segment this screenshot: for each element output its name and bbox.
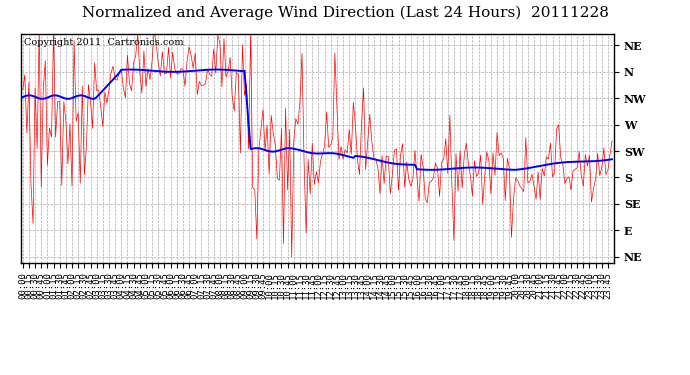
Text: Copyright 2011  Cartronics.com: Copyright 2011 Cartronics.com — [23, 38, 184, 47]
Text: Normalized and Average Wind Direction (Last 24 Hours)  20111228: Normalized and Average Wind Direction (L… — [81, 6, 609, 20]
